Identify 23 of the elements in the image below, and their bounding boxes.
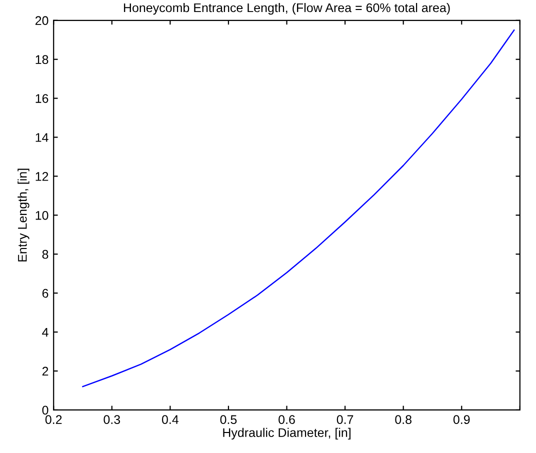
y-tick-label: 2 xyxy=(42,366,48,376)
x-tick-label: 0.7 xyxy=(336,415,354,424)
x-tick-label: 0.3 xyxy=(104,415,120,424)
line-series xyxy=(82,30,515,388)
y-tick-label: 12 xyxy=(36,172,48,181)
chart-title: Honeycomb Entrance Length, (Flow Area = 60% total area) xyxy=(124,2,450,15)
y-tick-label: 0 xyxy=(42,406,48,415)
y-axis-title: Entry Length, [in] xyxy=(18,168,30,262)
y-tick-label: 6 xyxy=(42,288,48,298)
x-tick-label: 0.5 xyxy=(220,415,237,424)
x-tick-label: 0.6 xyxy=(278,415,295,424)
y-tick-label: 8 xyxy=(42,250,48,259)
y-tick-label: 4 xyxy=(42,328,48,337)
x-tick-label: 0.9 xyxy=(453,415,470,424)
x-tick-label: 0.2 xyxy=(45,415,62,424)
x-tick-label: 0.8 xyxy=(395,415,412,424)
y-tick-label: 18 xyxy=(36,55,48,64)
y-tick-label: 10 xyxy=(36,210,48,220)
y-tick-label: 20 xyxy=(35,16,48,26)
x-axis-title: Hydraulic Diameter, [in] xyxy=(223,428,350,440)
x-tick-label: 0.4 xyxy=(162,415,179,424)
y-tick-label: 14 xyxy=(36,133,48,142)
y-tick-label: 16 xyxy=(36,94,48,103)
